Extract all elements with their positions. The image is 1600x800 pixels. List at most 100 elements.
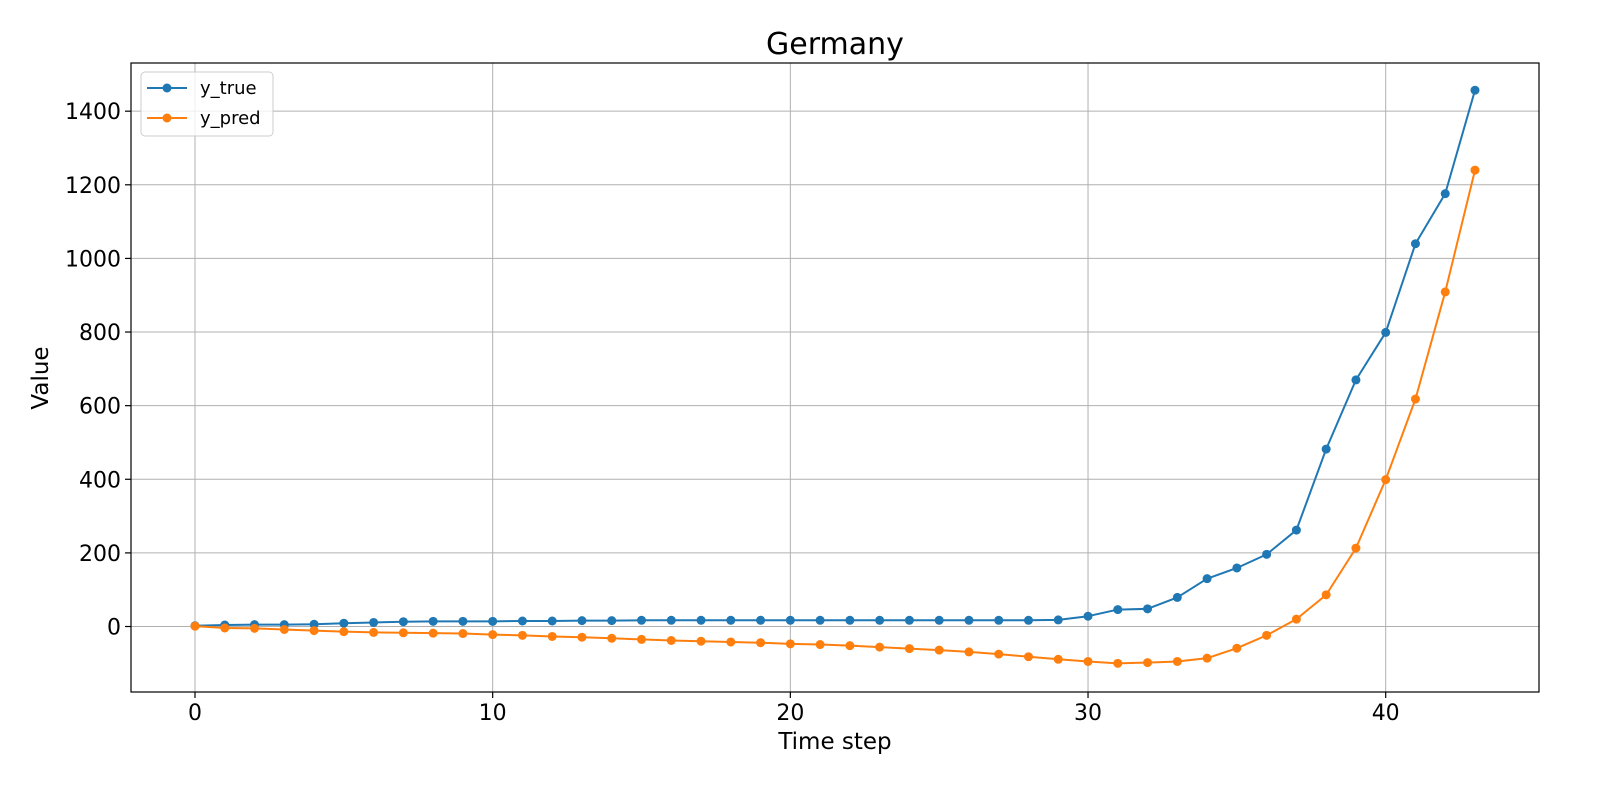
data-point-y-true [1172,592,1182,602]
data-point-y-true [1381,327,1391,337]
data-point-y-pred [428,628,438,638]
data-point-y-true [1262,549,1272,559]
data-point-y-pred [1440,287,1450,297]
data-point-y-true [607,616,617,626]
data-point-y-true [726,615,736,625]
legend-marker-y-true [162,83,172,93]
y-tick-label: 200 [79,542,121,567]
data-point-y-true [845,615,855,625]
data-point-y-true [964,615,974,625]
x-axis-ticks: 0 10 20 30 40 [188,692,1400,726]
data-point-y-pred [1381,475,1391,485]
data-point-y-pred [250,623,260,633]
data-point-y-true [369,617,379,627]
y-tick-label: 1000 [65,247,121,272]
data-point-y-pred [666,636,676,646]
data-point-y-pred [756,638,766,648]
data-point-y-true [1470,85,1480,95]
chart-title: Germany [766,27,904,62]
data-point-y-true [458,616,468,626]
data-point-y-true [339,618,349,628]
data-point-y-true [1291,525,1301,535]
legend-label-y-true: y_true [200,78,257,99]
data-point-y-pred [220,623,230,633]
y-axis-label: Value [28,346,54,409]
data-point-y-true [666,615,676,625]
data-point-y-pred [1143,658,1153,668]
data-point-y-true [994,615,1004,625]
data-point-y-true [1440,189,1450,199]
data-point-y-true [1083,611,1093,621]
data-point-y-pred [458,629,468,639]
data-point-y-pred [1023,652,1033,662]
data-point-y-true [517,616,527,626]
data-point-y-pred [696,636,706,646]
data-point-y-pred [1083,656,1093,666]
data-point-y-pred [547,631,557,641]
data-point-y-pred [577,632,587,642]
data-point-y-pred [1232,643,1242,653]
y-tick-label: 1400 [65,100,121,125]
data-point-y-true [547,616,557,626]
y-tick-label: 800 [79,321,121,346]
data-point-y-true [1232,563,1242,573]
data-point-y-true [398,617,408,627]
y-tick-label: 400 [79,468,121,493]
data-point-y-pred [637,634,647,644]
data-point-y-true [696,615,706,625]
data-point-y-pred [1291,614,1301,624]
data-point-y-pred [1351,543,1361,553]
data-point-y-pred [785,639,795,649]
data-point-y-true [428,616,438,626]
data-point-y-pred [1053,654,1063,664]
legend-marker-y-pred [162,113,172,123]
data-point-y-true [904,615,914,625]
y-tick-label: 600 [79,395,121,420]
x-tick-label: 20 [776,701,804,726]
series-lines [190,85,1480,668]
data-point-y-pred [1410,394,1420,404]
series-line-y-true [194,89,1476,627]
data-point-y-true [1143,604,1153,614]
data-point-y-pred [1321,590,1331,600]
x-tick-label: 40 [1372,701,1400,726]
series-line-y-pred [194,169,1476,665]
y-axis-ticks: 0 200 400 600 800 1000 1200 1400 [65,100,131,641]
data-point-y-true [488,616,498,626]
data-point-y-true [1113,605,1123,615]
y-tick-label: 0 [107,616,121,641]
legend: y_true y_pred [140,71,274,137]
data-point-y-pred [398,628,408,638]
data-point-y-true [309,619,319,629]
data-point-y-true [637,615,647,625]
data-point-y-pred [815,640,825,650]
data-point-y-pred [1262,630,1272,640]
data-point-y-pred [726,637,736,647]
data-point-y-pred [994,649,1004,659]
data-point-y-pred [190,621,200,631]
data-point-y-true [815,615,825,625]
legend-label-y-pred: y_pred [200,108,261,129]
data-point-y-true [1321,444,1331,454]
data-point-y-pred [369,627,379,637]
data-point-y-pred [309,626,319,636]
x-tick-label: 10 [479,701,507,726]
data-point-y-pred [488,630,498,640]
data-point-y-true [577,616,587,626]
data-point-y-true [1351,375,1361,385]
x-tick-label: 0 [188,701,202,726]
data-point-y-pred [964,647,974,657]
data-point-y-true [1053,615,1063,625]
data-point-y-true [875,615,885,625]
data-point-y-pred [1470,165,1480,175]
data-point-y-pred [1172,656,1182,666]
data-point-y-pred [934,645,944,655]
data-point-y-true [1410,239,1420,249]
plot-frame [130,62,1540,693]
data-point-y-true [756,615,766,625]
data-point-y-pred [1113,658,1123,668]
x-axis-label: Time step [777,729,891,755]
data-point-y-true [785,615,795,625]
